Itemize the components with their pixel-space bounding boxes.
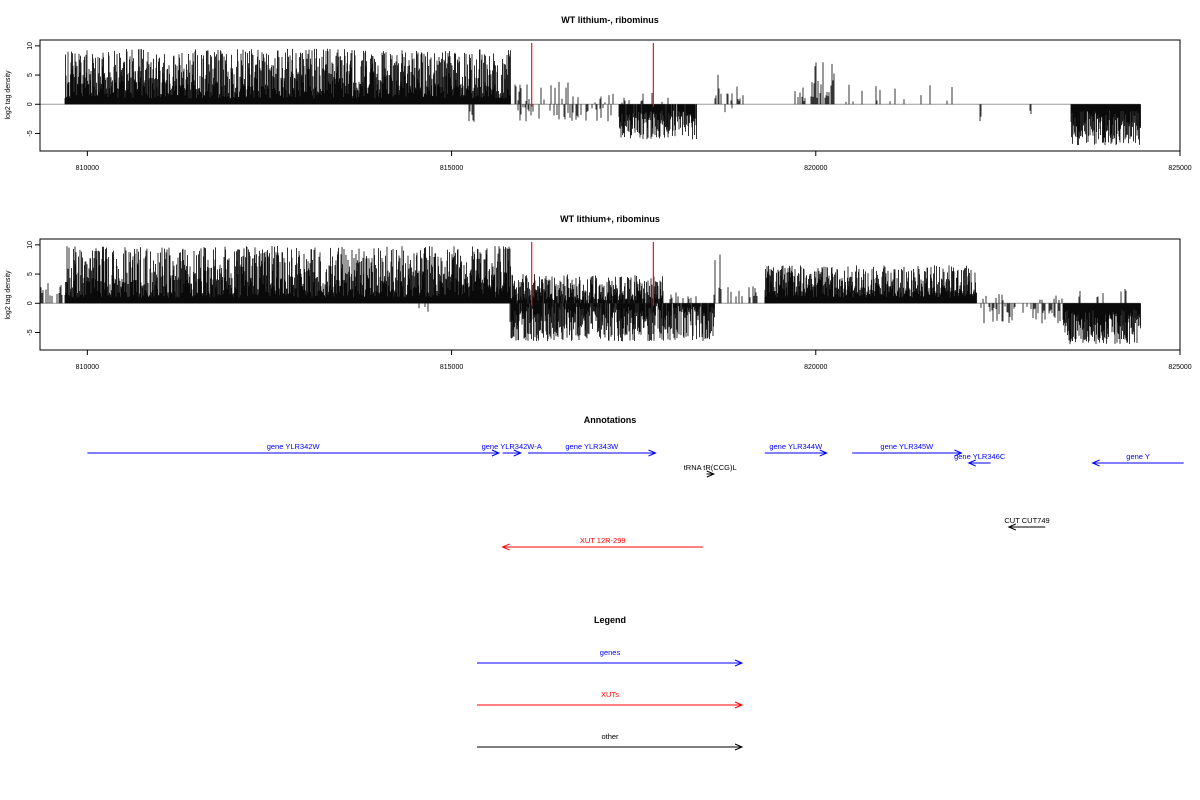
annotation-feature: tRNA tR(CCG)L: [684, 463, 737, 478]
x-tick-label: 810000: [76, 165, 99, 172]
arrow-head: [967, 459, 976, 467]
arrow-head: [734, 701, 744, 709]
annotation-feature: gene Y: [1091, 452, 1184, 467]
legend-entry: genes: [477, 648, 744, 667]
panel-title: WT lithium+, ribominus: [560, 214, 660, 224]
y-axis-label: log2 tag density: [5, 70, 12, 120]
legend: Legend genes XUTs other: [477, 615, 744, 751]
legend-items: genes XUTs other: [477, 648, 744, 751]
arrow-head: [734, 743, 744, 751]
panel-title: WT lithium-, ribominus: [561, 15, 659, 25]
coverage-bars: [39, 246, 1141, 345]
axes: -5 0 5 10 810000 815000 820000 825000: [27, 238, 1192, 371]
y-tick-label: 0: [27, 102, 34, 106]
marker-lines: [531, 43, 654, 107]
arrow-head: [734, 659, 744, 667]
annotation-label: gene YLR345W: [880, 442, 934, 451]
y-tick-label: 10: [27, 241, 34, 249]
coverage-panel-lithium-minus: WT lithium-, ribominus -5 0 5 10 810000 81500…: [5, 15, 1192, 172]
y-axis-label: log2 tag density: [5, 270, 12, 320]
y-tick-label: 5: [27, 272, 34, 276]
marker-lines: [531, 242, 654, 306]
legend-title: Legend: [594, 615, 626, 625]
arrow-head: [1091, 459, 1100, 467]
annotation-feature: gene YLR344W: [764, 442, 828, 457]
arrow-head: [513, 449, 523, 457]
arrow-head: [1007, 523, 1017, 531]
plot-frame: [39, 238, 1181, 351]
annotation-label: gene YLR344W: [769, 442, 823, 451]
annotations-title: Annotations: [584, 415, 637, 425]
annotation-feature: CUT CUT749: [1004, 516, 1050, 531]
annotation-label: gene YLR342W-A: [482, 442, 542, 451]
annotation-feature: gene YLR342W: [87, 442, 501, 457]
arrow-head: [491, 449, 501, 457]
y-tick-label: 10: [27, 42, 34, 50]
x-tick-label: 820000: [804, 165, 827, 172]
x-tick-label: 820000: [804, 364, 827, 371]
coverage-bars: [40, 48, 1141, 146]
annotation-label: CUT CUT749: [1004, 516, 1049, 525]
annotation-label: gene YLR343W: [565, 442, 619, 451]
annotation-label: XUT 12R-299: [580, 536, 626, 545]
annotation-label: gene Y: [1126, 452, 1150, 461]
annotations-track: Annotations gene YLR342W gene YLR342W-A ge…: [87, 415, 1184, 551]
x-tick-label: 815000: [440, 364, 463, 371]
annotation-feature: XUT 12R-299: [501, 536, 703, 551]
y-tick-label: 0: [27, 301, 34, 305]
arrow-head: [648, 449, 657, 457]
y-tick-label: -5: [27, 329, 34, 335]
arrow-head: [706, 470, 716, 478]
arrow-head: [819, 449, 828, 457]
annotation-label: tRNA tR(CCG)L: [684, 463, 737, 472]
coverage-panel-lithium-plus: WT lithium+, ribominus -5 0 5 10 810000 81500…: [5, 214, 1192, 371]
plot-frame: [39, 39, 1181, 152]
legend-label: genes: [600, 648, 621, 657]
x-tick-label: 810000: [76, 364, 99, 371]
x-tick-label: 825000: [1168, 364, 1191, 371]
y-tick-label: 5: [27, 73, 34, 77]
legend-label: XUTs: [601, 690, 619, 699]
annotation-feature: gene YLR345W: [852, 442, 963, 457]
legend-label: other: [601, 732, 619, 741]
annotation-feature: gene YLR342W-A: [482, 442, 542, 457]
y-tick-label: -5: [27, 130, 34, 136]
arrow-head: [501, 543, 510, 551]
annotation-label: gene YLR346C: [954, 452, 1006, 461]
annotation-feature: gene YLR346C: [954, 452, 1006, 467]
axes: -5 0 5 10 810000 815000 820000 825000: [27, 39, 1192, 172]
x-tick-label: 815000: [440, 165, 463, 172]
annotation-label: gene YLR342W: [267, 442, 321, 451]
annotation-items: gene YLR342W gene YLR342W-A gene YLR343W ge…: [87, 442, 1184, 551]
annotation-feature: gene YLR343W: [528, 442, 657, 457]
x-tick-label: 825000: [1168, 165, 1191, 172]
legend-entry: other: [477, 732, 744, 751]
legend-entry: XUTs: [477, 690, 744, 709]
arrow-head: [954, 449, 963, 457]
